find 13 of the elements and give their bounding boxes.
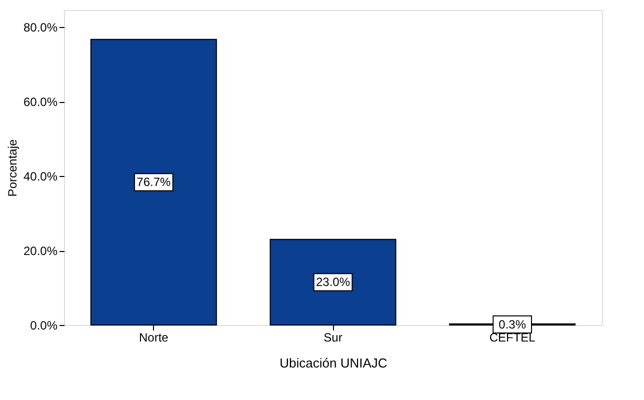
y-tick-label: 40.0% — [23, 170, 58, 184]
y-axis-title: Porcentaje — [5, 138, 20, 197]
data-label: 0.3% — [498, 317, 526, 332]
y-tick-label: 20.0% — [23, 244, 58, 258]
x-tick-label: Sur — [324, 330, 342, 344]
y-tick-label: 60.0% — [23, 95, 58, 110]
data-label: 23.0% — [316, 275, 350, 290]
x-tick-label: CEFTEL — [489, 330, 536, 344]
data-label: 76.7% — [136, 175, 172, 190]
x-tick-label: Norte — [138, 330, 169, 344]
x-axis-title: Ubicación UNIAJC — [280, 356, 388, 370]
y-tick-label: 80.0% — [23, 20, 58, 35]
y-tick-label: 0.0% — [30, 318, 58, 332]
